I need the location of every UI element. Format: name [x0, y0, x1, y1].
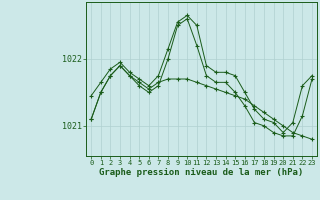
X-axis label: Graphe pression niveau de la mer (hPa): Graphe pression niveau de la mer (hPa) [100, 168, 304, 177]
